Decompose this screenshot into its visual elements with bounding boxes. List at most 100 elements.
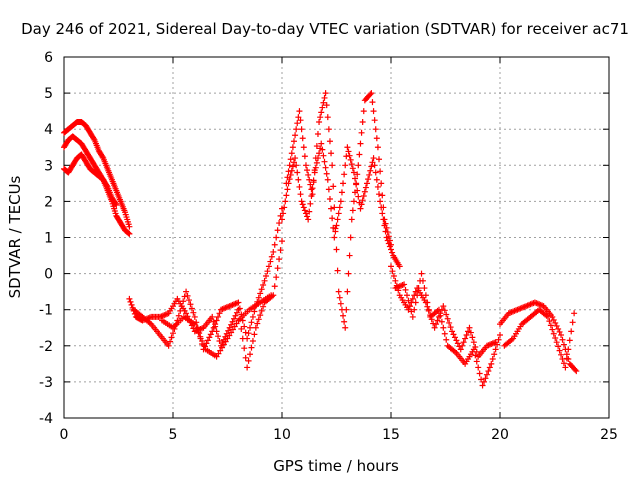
data-point (433, 321, 440, 328)
data-point (265, 263, 272, 270)
data-point (320, 152, 327, 159)
data-point (321, 158, 328, 165)
data-point (248, 319, 255, 326)
y-tick-label: -1 (39, 303, 53, 319)
y-tick-label: 5 (44, 86, 53, 102)
data-point (280, 210, 287, 217)
data-point (441, 307, 448, 314)
data-point (268, 292, 275, 299)
data-point (559, 356, 566, 363)
data-point (283, 192, 290, 199)
data-point (550, 316, 557, 323)
data-point (492, 346, 499, 353)
y-tick-label: 2 (44, 194, 53, 210)
data-point (260, 282, 267, 289)
data-point (292, 155, 299, 162)
data-point (222, 338, 229, 345)
data-point (367, 167, 374, 174)
data-point (552, 319, 559, 326)
data-point (330, 183, 337, 190)
data-point (488, 360, 495, 367)
data-point (368, 90, 375, 97)
data-point (349, 165, 356, 172)
x-axis-label: GPS time / hours (273, 457, 399, 475)
data-point (371, 162, 378, 169)
series-track-i (388, 263, 499, 360)
data-point (319, 146, 326, 153)
data-point (283, 180, 290, 187)
data-point (245, 357, 252, 364)
data-point (263, 273, 270, 280)
data-point (323, 170, 330, 177)
y-tick-label: -4 (39, 411, 53, 427)
data-point (286, 162, 293, 169)
data-point (331, 204, 338, 211)
data-point (307, 181, 314, 188)
data-point (415, 285, 422, 292)
data-point (294, 169, 301, 176)
data-point (316, 118, 323, 125)
data-point (355, 162, 362, 169)
data-point (300, 144, 307, 151)
data-point (233, 309, 240, 316)
data-point (383, 224, 390, 231)
data-point (355, 193, 362, 200)
data-point (451, 334, 458, 341)
data-point (482, 375, 489, 382)
series-track-k (497, 299, 580, 375)
data-point (284, 174, 291, 181)
data-point (565, 346, 572, 353)
data-point (354, 171, 361, 178)
data-point (491, 351, 498, 358)
data-point (306, 176, 313, 183)
data-point (180, 298, 187, 305)
data-point (352, 189, 359, 196)
data-point (553, 339, 560, 346)
data-point (242, 354, 249, 361)
data-point (313, 143, 320, 150)
data-point (563, 355, 570, 362)
data-point (268, 253, 275, 260)
data-point (287, 156, 294, 163)
data-point (475, 364, 482, 371)
data-point (215, 313, 222, 320)
data-point (361, 188, 368, 195)
data-point (332, 225, 339, 232)
data-point (345, 270, 352, 277)
data-point (251, 308, 258, 315)
data-point (321, 94, 328, 101)
data-point (430, 320, 437, 327)
data-point (201, 343, 208, 350)
data-point (341, 171, 348, 178)
data-point (273, 274, 280, 281)
data-point (369, 159, 376, 166)
data-point (249, 337, 256, 344)
data-point (456, 343, 463, 350)
data-point (412, 288, 419, 295)
data-point (343, 153, 350, 160)
data-point (264, 268, 271, 275)
data-point (271, 283, 278, 290)
data-point (425, 306, 432, 313)
data-point (289, 163, 296, 170)
data-point (224, 335, 231, 342)
data-point (447, 324, 454, 331)
data-point (233, 320, 240, 327)
data-point (348, 161, 355, 168)
data-point (113, 202, 120, 209)
data-point (277, 247, 284, 254)
data-point (318, 109, 325, 116)
data-point (245, 330, 252, 337)
x-tick-label: 0 (60, 427, 69, 443)
data-point (476, 370, 483, 377)
data-point (276, 220, 283, 227)
data-point (334, 216, 341, 223)
data-point (409, 295, 416, 302)
data-point (305, 171, 312, 178)
data-point (384, 229, 391, 236)
data-point (459, 342, 466, 349)
data-point (392, 277, 399, 284)
data-point (307, 200, 314, 207)
data-point (183, 288, 190, 295)
data-point (324, 114, 331, 121)
